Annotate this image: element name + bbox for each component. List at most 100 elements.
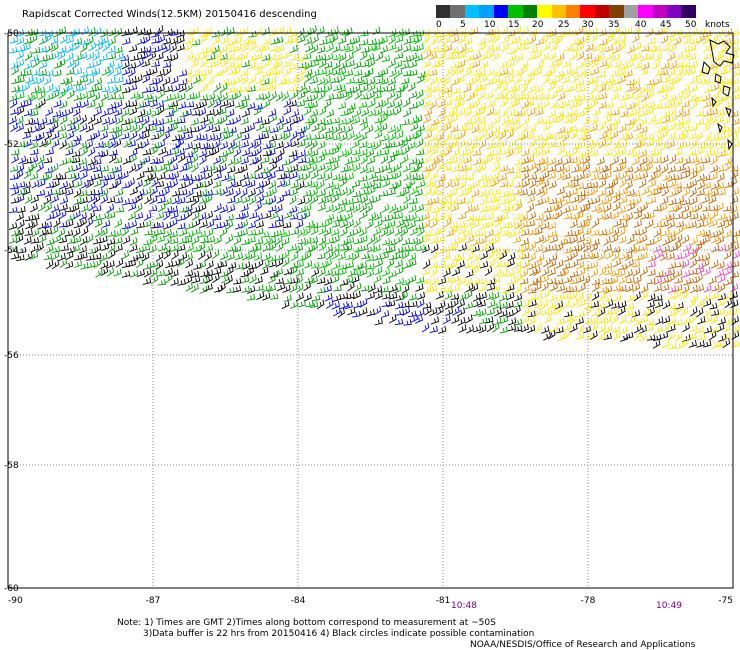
wind-barb xyxy=(143,211,152,222)
wind-barb xyxy=(653,284,662,292)
wind-barb xyxy=(583,242,592,253)
wind-barb xyxy=(493,154,501,165)
wind-barb xyxy=(718,77,727,85)
wind-barb xyxy=(71,123,80,133)
wind-barb xyxy=(605,34,614,44)
wind-barb xyxy=(627,245,636,254)
wind-barb xyxy=(309,301,319,309)
wind-barb xyxy=(470,141,479,150)
wind-barb xyxy=(24,251,33,261)
wind-barb xyxy=(115,93,125,100)
wind-barb xyxy=(674,331,683,342)
wind-barb xyxy=(290,153,298,164)
wind-barb xyxy=(540,187,548,198)
wind-barb xyxy=(668,342,677,350)
wind-barb xyxy=(491,171,500,180)
wind-barb xyxy=(575,182,585,190)
wind-barb xyxy=(344,90,353,101)
wind-barb xyxy=(639,171,649,180)
wind-barb xyxy=(577,190,586,197)
wind-barb xyxy=(330,33,339,44)
wind-barb xyxy=(373,274,382,284)
wind-barb xyxy=(283,277,293,285)
wind-barb xyxy=(121,132,130,140)
wind-barb xyxy=(457,108,466,117)
wind-barb xyxy=(702,229,711,237)
wind-barb xyxy=(653,148,663,157)
wind-barb xyxy=(402,163,411,173)
wind-barb xyxy=(95,141,104,149)
wind-barb xyxy=(638,333,647,342)
wind-barb xyxy=(401,245,411,253)
wind-barb xyxy=(569,156,578,164)
wind-barb xyxy=(669,60,678,70)
wind-barb xyxy=(654,52,663,62)
wind-barb xyxy=(234,221,244,230)
wind-barb xyxy=(613,219,622,228)
wind-barb xyxy=(38,234,47,244)
wind-barb xyxy=(598,44,607,54)
wind-barb xyxy=(283,98,292,108)
wind-barb xyxy=(632,267,641,277)
wind-barb xyxy=(715,97,723,108)
wind-barb xyxy=(43,221,53,229)
wind-barb xyxy=(114,171,123,181)
wind-barb xyxy=(520,228,530,236)
wind-barb xyxy=(30,148,39,156)
wind-barb xyxy=(149,186,158,196)
wind-barb xyxy=(297,300,306,308)
wind-barb xyxy=(22,82,30,92)
wind-barb xyxy=(540,156,549,166)
wind-barb xyxy=(716,308,725,317)
wind-barb xyxy=(141,244,151,252)
wind-barb xyxy=(107,230,116,237)
wind-barb xyxy=(697,180,705,190)
wind-barb xyxy=(491,276,501,284)
wind-barb xyxy=(318,235,327,246)
wind-barb xyxy=(155,260,164,270)
wind-barb xyxy=(688,332,697,340)
wind-barb xyxy=(520,107,529,118)
wind-barb xyxy=(639,101,648,110)
wind-barb xyxy=(106,172,116,181)
wind-barb xyxy=(409,237,419,245)
wind-barb xyxy=(403,172,412,182)
wind-barb xyxy=(472,108,481,118)
wind-barb xyxy=(115,258,124,268)
wind-barb xyxy=(289,195,297,205)
wind-barb xyxy=(520,238,529,246)
wind-barb xyxy=(204,170,213,180)
wind-barb xyxy=(599,38,608,46)
wind-barb xyxy=(695,131,703,141)
wind-barb xyxy=(235,212,244,220)
wind-barb xyxy=(598,101,607,109)
wind-barb xyxy=(479,205,488,213)
wind-barb xyxy=(527,252,536,262)
wind-barb xyxy=(492,202,501,212)
wind-barb xyxy=(31,179,40,189)
wind-barb xyxy=(646,188,656,197)
wind-barb xyxy=(526,203,535,213)
wind-barb xyxy=(605,250,614,260)
wind-barb xyxy=(151,108,160,117)
wind-barb xyxy=(470,204,479,212)
wind-barb xyxy=(121,222,131,230)
wind-barb xyxy=(311,267,320,277)
wind-barb xyxy=(575,310,585,318)
wind-barb xyxy=(200,165,209,174)
wind-barb xyxy=(485,43,494,53)
wind-barb xyxy=(268,108,277,118)
wind-barb xyxy=(220,27,229,37)
wind-barb xyxy=(401,278,411,286)
wind-barb xyxy=(641,62,650,70)
wind-barb xyxy=(646,238,655,246)
wind-barb xyxy=(80,99,89,109)
wind-barb xyxy=(444,85,453,94)
wind-barb xyxy=(549,115,558,124)
wind-barb xyxy=(508,317,517,326)
wind-barb xyxy=(543,132,552,141)
wind-barb xyxy=(199,47,208,54)
wind-barb xyxy=(716,108,725,118)
wind-barb xyxy=(464,261,473,269)
wind-barb xyxy=(604,268,613,276)
